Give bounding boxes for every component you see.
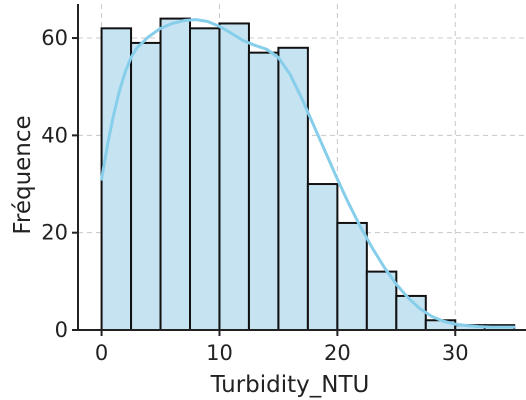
- histogram-bar-3: [189, 27, 221, 331]
- y-tick-label-0: 0: [55, 318, 68, 342]
- x-tick-label-0: 0: [95, 341, 108, 365]
- tick-labels: 0 10 20 30 0 20 40 60: [41, 26, 468, 365]
- histogram-bars: [100, 17, 516, 332]
- x-axis-label: Turbidity_NTU: [210, 372, 370, 398]
- y-tick-label-2: 40: [41, 123, 68, 147]
- x-tick-label-1: 10: [206, 341, 233, 365]
- histogram-bar-0: [100, 27, 133, 331]
- y-tick-label-1: 20: [41, 221, 68, 245]
- x-tick-label-3: 30: [442, 341, 469, 365]
- histogram-bar-5: [247, 51, 280, 332]
- histogram-bar-6: [277, 46, 309, 331]
- y-tick-label-3: 60: [41, 26, 68, 50]
- histogram-bar-1: [130, 41, 162, 331]
- kde-curve: [100, 18, 516, 329]
- histogram-bar-2: [159, 17, 192, 331]
- histogram-bar-7: [306, 183, 339, 331]
- axes: [77, 4, 526, 331]
- x-tick-label-2: 20: [324, 341, 351, 365]
- histogram-bar-8: [336, 221, 368, 332]
- histogram-bar-4: [218, 22, 250, 332]
- y-axis-label: Fréquence: [10, 115, 36, 234]
